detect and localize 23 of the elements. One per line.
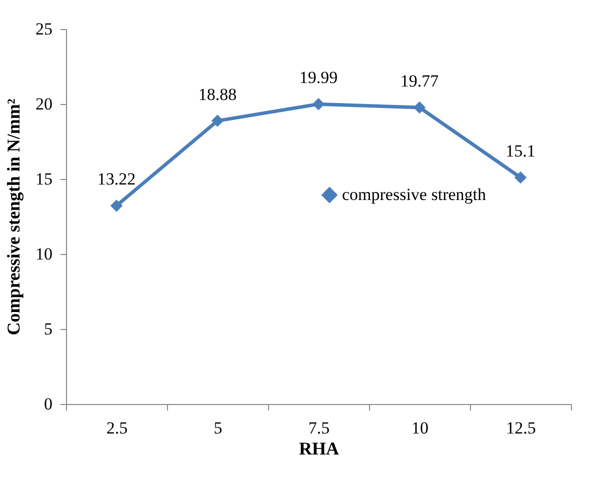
- point: [312, 98, 325, 110]
- y-tick-label: 0: [44, 394, 52, 414]
- y-tick-label: 15: [36, 170, 52, 188]
- x-tick-label: 2.5: [106, 418, 128, 438]
- y-tick-label: 20: [36, 94, 52, 114]
- data-label: 19.99: [299, 68, 338, 88]
- x-tick-label: 5: [214, 418, 222, 438]
- data-label: 19.77: [400, 71, 440, 90]
- legend-label: compressive strength: [342, 185, 486, 204]
- x-tick-label: 10: [412, 418, 428, 438]
- y-axis-title: Compressive stength in N/mm²: [4, 98, 24, 336]
- data-label: 18.88: [198, 84, 237, 104]
- y-tick-label: 10: [36, 244, 52, 264]
- data-label: 13.22: [97, 170, 136, 189]
- x-tick-label: 12.5: [506, 418, 536, 438]
- x-axis-title: RHA: [299, 438, 339, 458]
- y-tick-label: 5: [44, 320, 52, 338]
- point: [514, 171, 527, 184]
- y-tick-label: 25: [36, 20, 52, 38]
- data-label: 15.1: [506, 142, 536, 160]
- point: [211, 114, 224, 127]
- point: [110, 200, 123, 212]
- x-tick-label: 7.5: [308, 418, 330, 438]
